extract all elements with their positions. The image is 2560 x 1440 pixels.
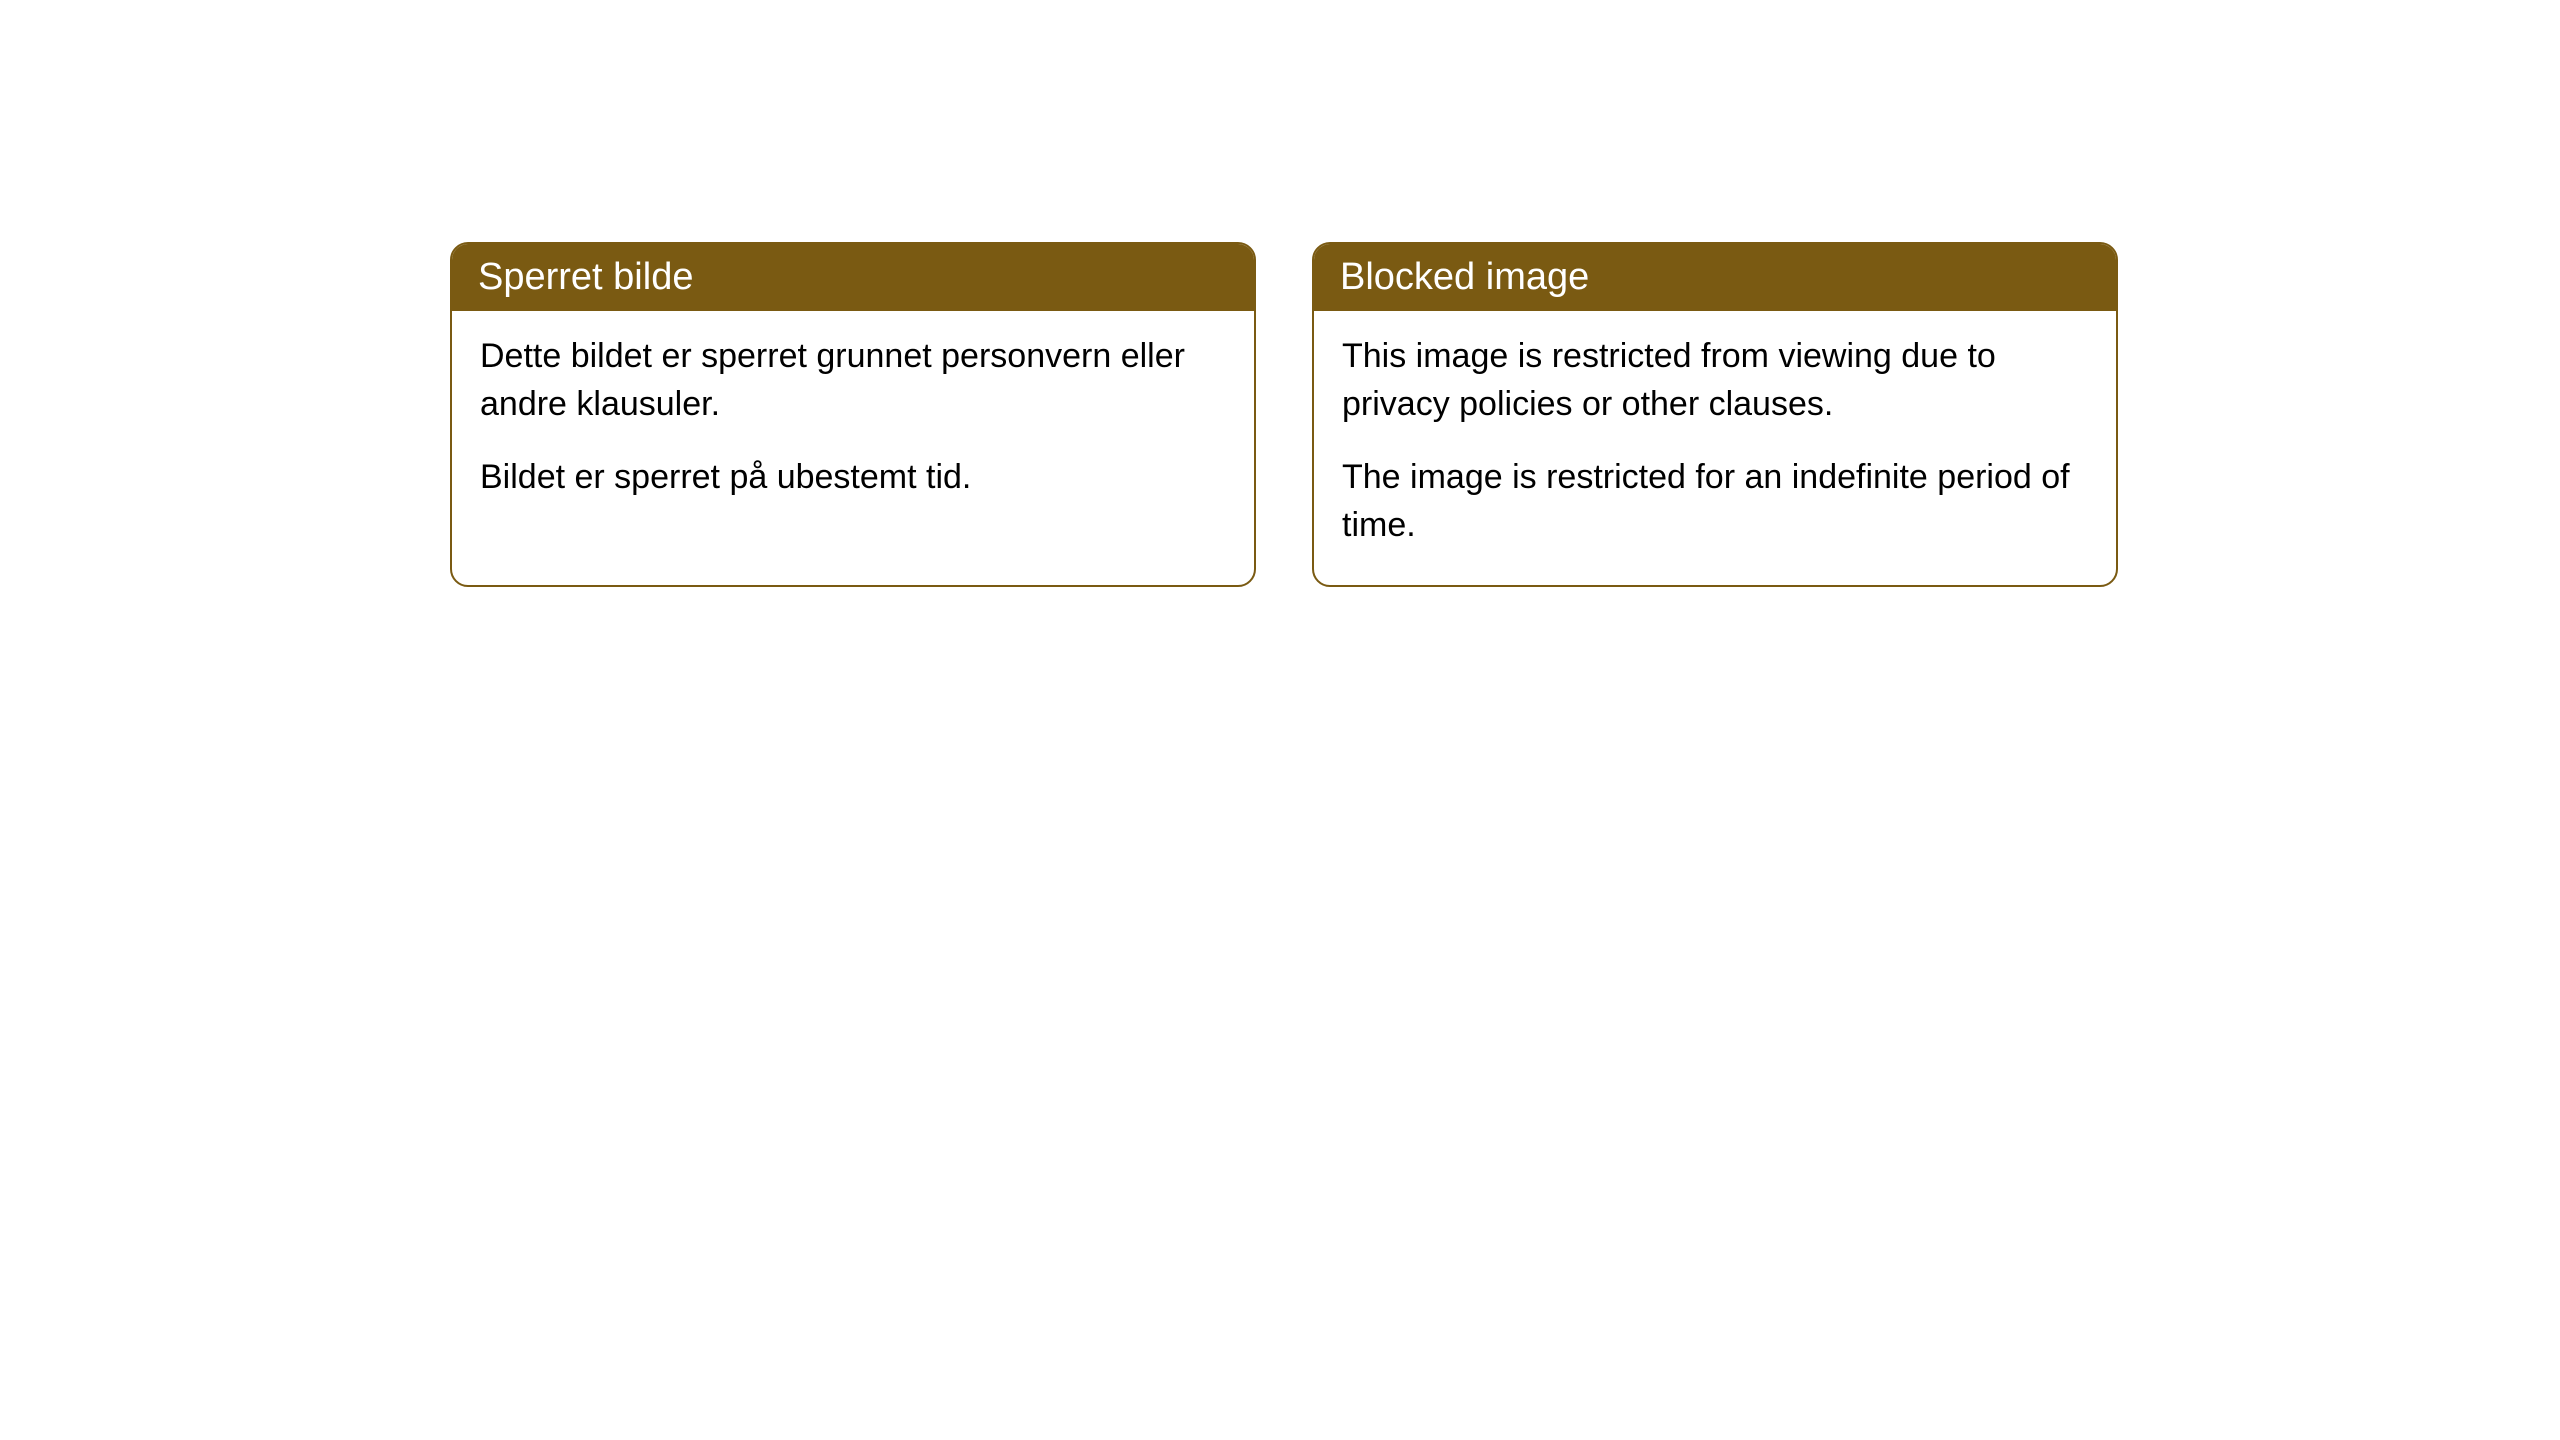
card-header: Blocked image <box>1314 244 2116 311</box>
card-title: Blocked image <box>1340 256 1589 298</box>
cards-container: Sperret bilde Dette bildet er sperret gr… <box>0 0 2560 587</box>
card-paragraph-1: Dette bildet er sperret grunnet personve… <box>480 333 1226 428</box>
card-body: This image is restricted from viewing du… <box>1314 311 2116 585</box>
card-header: Sperret bilde <box>452 244 1254 311</box>
card-paragraph-1: This image is restricted from viewing du… <box>1342 333 2088 428</box>
blocked-image-card-norwegian: Sperret bilde Dette bildet er sperret gr… <box>450 242 1256 587</box>
card-body: Dette bildet er sperret grunnet personve… <box>452 311 1254 538</box>
card-paragraph-2: The image is restricted for an indefinit… <box>1342 454 2088 549</box>
card-paragraph-2: Bildet er sperret på ubestemt tid. <box>480 454 1226 502</box>
blocked-image-card-english: Blocked image This image is restricted f… <box>1312 242 2118 587</box>
card-title: Sperret bilde <box>478 256 693 298</box>
